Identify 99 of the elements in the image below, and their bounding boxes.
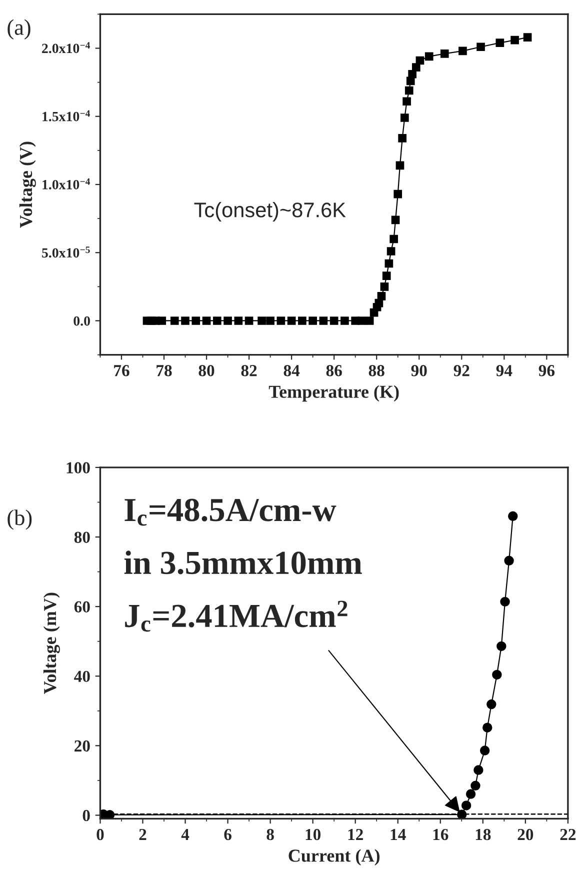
y-tick-label: 1.5x10$^{−4}$ [42,110,90,122]
point [480,746,490,756]
x-tick-label: 78 [156,365,172,376]
text: (a) [8,19,30,40]
point [244,316,254,325]
x-axis-title: Current (A) [288,849,380,866]
x-tick-label: 2 [139,828,146,840]
point [380,282,389,291]
point [192,316,200,325]
x-tick-label: 22 [560,828,576,840]
y-tick-label: 1.0x10$^{−4}$ [42,178,90,190]
x-tick-label: 6 [224,828,232,840]
point [510,36,519,44]
x-tick-label: 16 [433,828,448,840]
point [400,114,409,122]
point [396,161,404,170]
y-tick-label: 0 [82,810,90,822]
text: (b) [8,510,32,530]
point [340,316,349,325]
x-tick-label: 8 [266,828,274,840]
point [276,316,286,325]
x-tick-label: 94 [496,365,512,376]
x-tick-label: 0 [96,828,104,840]
point [382,272,391,280]
y-axis-title: Voltage (mV) [43,592,60,694]
point [391,216,400,224]
point [496,641,506,652]
x-tick-label: 82 [241,365,257,376]
annotation: J$_{c}$=2.41MA/cm$^{2}$ [125,600,348,632]
x-tick-label: 10 [306,828,321,840]
x-tick-label: 76 [114,365,130,376]
x-tick-label: 88 [368,365,384,376]
point [158,316,166,325]
annotation: in 3.5mmx10mm [124,550,362,574]
point [402,97,411,106]
point [500,596,510,607]
point [408,70,416,78]
point [202,316,211,325]
point [224,316,232,325]
point [266,316,274,325]
point [470,780,480,791]
point [298,316,306,325]
point [440,50,449,58]
x-tick-label: 90 [411,365,427,376]
x-axis-title: Temperature (K) [268,385,399,402]
x-tick-label: 12 [348,828,363,840]
point [390,234,398,244]
y-axis-title: Voltage (V) [19,142,36,228]
point [365,316,374,325]
y-tick-label: 80 [74,532,90,543]
point [404,86,414,95]
point [508,511,518,521]
point [377,292,386,300]
point [461,800,472,810]
point [181,316,190,325]
point [212,316,222,325]
point [492,670,502,680]
point [330,316,338,325]
point [358,316,366,325]
point [398,134,406,142]
x-tick-label: 14 [390,828,406,840]
x-tick-label: 18 [476,828,491,840]
point [234,316,243,325]
y-tick-label: 0.0 [74,316,90,326]
y-tick-label: 100 [66,462,90,474]
point [458,46,467,56]
x-tick-label: 20 [518,828,534,840]
point [486,699,496,710]
annotation: I$_{c}$=48.5A/cm-w [124,498,336,526]
point [170,316,179,325]
point [258,316,266,325]
annotation: Tc(onset)~87.6K [194,202,346,222]
point [523,33,532,42]
x-tick-label: 80 [198,365,214,376]
y-tick-label: 60 [74,601,90,613]
point [504,556,514,566]
point [412,63,420,72]
point [319,316,328,325]
point [308,316,317,325]
x-tick-label: 92 [454,365,470,376]
x-tick-label: 96 [538,365,555,376]
point [384,259,394,268]
point [287,316,296,325]
point [474,765,484,775]
point [416,56,424,65]
point [482,722,492,732]
point [476,42,485,52]
point [466,789,476,799]
y-tick-label: 2.0x10$^{−4}$ [42,42,90,54]
x-tick-label: 4 [181,829,190,840]
y-tick-label: 20 [74,740,90,752]
point [424,52,434,61]
point [386,247,396,256]
x-tick-label: 84 [284,365,300,376]
point [394,190,402,198]
y-tick-label: 40 [74,670,90,682]
y-tick-label: 5.0x10$^{−5}$ [42,246,90,258]
x-tick-label: 86 [326,365,342,376]
point [496,38,504,47]
